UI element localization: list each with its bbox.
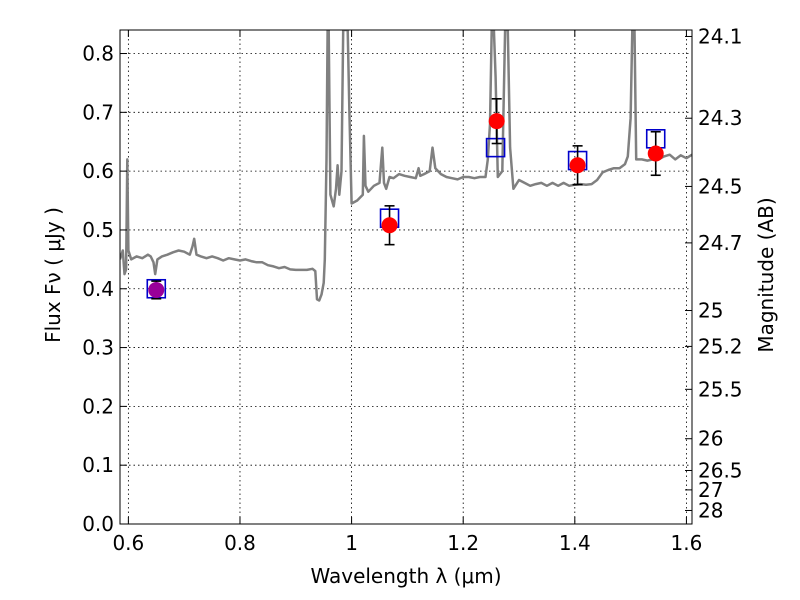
y-tick-label: 0.2 xyxy=(82,394,114,418)
x-tick-label: 1.2 xyxy=(447,531,479,555)
x-axis-label: Wavelength λ (μm) xyxy=(310,564,501,588)
y2-tick-label: 26 xyxy=(698,427,723,451)
series-layer xyxy=(120,30,692,302)
spectrum-line xyxy=(120,30,692,302)
axes-layer: 0.6 0.8 1 1.2 1.4 1.6 0.0 0.1 0.2 0.3 0.4 0.5 0.6 0.7… xyxy=(82,24,742,555)
y2-tick-label: 25 xyxy=(698,299,723,323)
observed-point-marker xyxy=(148,281,165,298)
y2-axis-label: Magnitude (AB) xyxy=(754,197,778,352)
model-square-marker xyxy=(485,137,506,158)
observed-point-marker xyxy=(488,113,505,130)
y2-tick-label: 24.5 xyxy=(698,174,743,198)
x-tick-label: 1.4 xyxy=(559,531,591,555)
observed-point-marker xyxy=(569,157,586,174)
plot-frame xyxy=(119,29,693,525)
y-tick-label: 0.6 xyxy=(82,159,114,183)
grid-lines xyxy=(120,30,692,525)
y-tick-label: 0.8 xyxy=(82,42,114,66)
y2-tick-label: 28 xyxy=(698,498,723,522)
y2-tick-label: 24.1 xyxy=(698,24,743,48)
y2-tick-label: 25.2 xyxy=(698,334,743,358)
y-tick-label: 0.4 xyxy=(82,277,114,301)
y-tick-label: 0.1 xyxy=(82,453,114,477)
y-tick-label: 0.3 xyxy=(82,336,114,360)
y2-tick-label: 25.5 xyxy=(698,377,743,401)
y2-tick-label: 24.7 xyxy=(698,231,743,255)
x-tick-label: 0.6 xyxy=(112,531,144,555)
observed-point-marker xyxy=(381,217,398,234)
y-tick-label: 0.5 xyxy=(82,218,114,242)
x-tick-label: 0.8 xyxy=(224,531,256,555)
x-tick-label: 1 xyxy=(345,531,358,555)
x-tick-label: 1.6 xyxy=(671,531,703,555)
y-axis-label: Flux Fν ( μJy ) xyxy=(41,207,65,343)
y2-tick-label: 27 xyxy=(698,478,723,502)
y-tick-label: 0.0 xyxy=(82,512,114,536)
y2-tick-label: 26.5 xyxy=(698,458,743,482)
y-tick-label: 0.7 xyxy=(82,100,114,124)
y2-tick-label: 24.3 xyxy=(698,106,743,130)
observed-point-marker xyxy=(647,145,664,162)
